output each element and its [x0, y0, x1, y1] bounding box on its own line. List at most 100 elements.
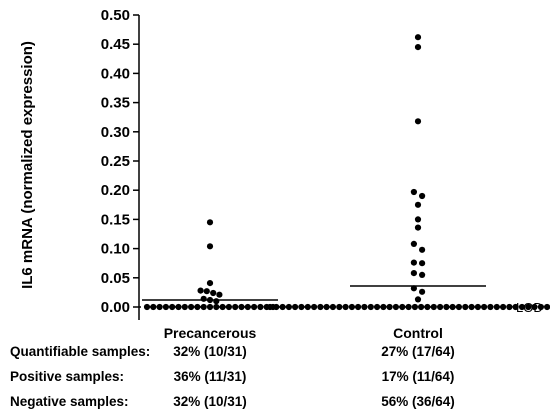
data-point: [169, 303, 176, 311]
data-point: [342, 303, 349, 311]
data-point: [266, 303, 274, 311]
data-point: [414, 224, 422, 231]
data-point: [487, 303, 494, 311]
data-point: [355, 303, 362, 311]
data-point: [206, 303, 214, 311]
data-point: [531, 303, 538, 311]
data-point: [323, 303, 330, 311]
x-category-label: Control: [393, 325, 443, 341]
data-point: [410, 188, 417, 196]
data-point: [200, 303, 207, 311]
data-point: [219, 303, 226, 311]
data-point: [380, 303, 387, 311]
data-point: [414, 34, 422, 41]
x-axis-categories: Precancerous Control: [164, 325, 443, 341]
data-point: [410, 259, 417, 266]
y-axis: 0.00 0.05 0.10 0.15 0.20 0.25 0.30 0.35 0.40 0.45…: [101, 7, 140, 320]
stats-value-precancerous: 32% (10/31): [173, 344, 247, 359]
data-point: [232, 303, 239, 311]
data-point: [206, 280, 214, 287]
data-point: [424, 303, 431, 311]
data-point: [244, 303, 251, 311]
y-tick-label: 0.10: [101, 241, 130, 258]
chart: 0.00 0.05 0.10 0.15 0.20 0.25 0.30 0.35 0.40 0.45…: [19, 7, 550, 341]
y-tick-label: 0.05: [101, 270, 130, 287]
mean-lines: [142, 285, 486, 301]
data-point: [399, 303, 406, 311]
data-point: [418, 303, 425, 311]
data-point: [392, 303, 399, 311]
data-point: [361, 303, 368, 311]
data-point: [367, 303, 374, 311]
data-point: [285, 303, 292, 311]
data-point: [348, 303, 355, 311]
data-point: [311, 303, 318, 311]
data-point: [512, 303, 519, 311]
data-point: [449, 303, 456, 311]
data-point: [410, 285, 417, 292]
data-point: [419, 246, 426, 253]
data-point: [419, 192, 426, 200]
data-point: [414, 44, 422, 51]
data-point: [443, 303, 450, 311]
data-point: [317, 303, 324, 311]
data-point: [468, 303, 475, 311]
data-point: [181, 303, 188, 311]
data-point: [216, 291, 223, 298]
stats-value-precancerous: 32% (10/31): [173, 394, 247, 409]
data-point: [304, 303, 311, 311]
data-point: [405, 303, 412, 311]
stats-value-precancerous: 36% (11/31): [173, 369, 247, 384]
stats-value-control: 27% (17/64): [381, 344, 455, 359]
stats-row-positive: Positive samples: 36% (11/31) 17% (11/64…: [0, 369, 550, 387]
data-point: [175, 303, 182, 311]
data-point: [419, 288, 426, 295]
data-point: [206, 243, 214, 250]
y-tick-label: 0.35: [101, 95, 130, 112]
data-point: [414, 118, 422, 125]
data-point: [414, 201, 422, 208]
data-point: [386, 303, 393, 311]
data-point: [474, 303, 481, 311]
data-point: [500, 303, 507, 311]
data-point: [150, 303, 157, 311]
data-point: [213, 298, 220, 305]
data-point: [143, 303, 151, 311]
data-point: [188, 303, 195, 311]
data-point: [430, 303, 437, 311]
y-tick-label: 0.00: [101, 299, 130, 316]
data-point: [203, 288, 210, 295]
data-point: [419, 271, 426, 278]
data-point: [462, 303, 469, 311]
data-point: [544, 303, 550, 311]
data-point: [257, 303, 264, 311]
data-point: [493, 303, 500, 311]
data-point: [279, 303, 286, 311]
data-point: [525, 303, 532, 311]
data-point: [213, 303, 220, 311]
stats-label: Negative samples:: [10, 394, 129, 409]
y-tick-label: 0.20: [101, 182, 130, 199]
stats-row-negative: Negative samples: 32% (10/31) 56% (36/64…: [0, 394, 550, 412]
y-axis-label: IL6 mRNA (normalized expression): [19, 41, 36, 289]
data-point: [419, 260, 426, 267]
data-point: [537, 303, 545, 311]
data-point: [410, 240, 417, 247]
data-points: [143, 34, 550, 311]
data-point: [273, 303, 280, 311]
data-point: [455, 303, 462, 311]
data-point: [411, 303, 418, 311]
y-tick-label: 0.45: [101, 36, 130, 53]
y-tick-label: 0.30: [101, 124, 130, 141]
stats-label: Quantifiable samples:: [10, 344, 151, 359]
data-point: [374, 303, 381, 311]
stats-value-control: 17% (11/64): [381, 369, 455, 384]
y-tick-label: 0.25: [101, 153, 130, 170]
data-point: [200, 295, 207, 302]
data-point: [414, 216, 422, 223]
data-point: [329, 303, 336, 311]
data-point: [298, 303, 305, 311]
stats-row-quantifiable: Quantifiable samples: 32% (10/31) 27% (1…: [0, 344, 550, 362]
stats-value-control: 56% (36/64): [381, 394, 455, 409]
data-point: [437, 303, 444, 311]
